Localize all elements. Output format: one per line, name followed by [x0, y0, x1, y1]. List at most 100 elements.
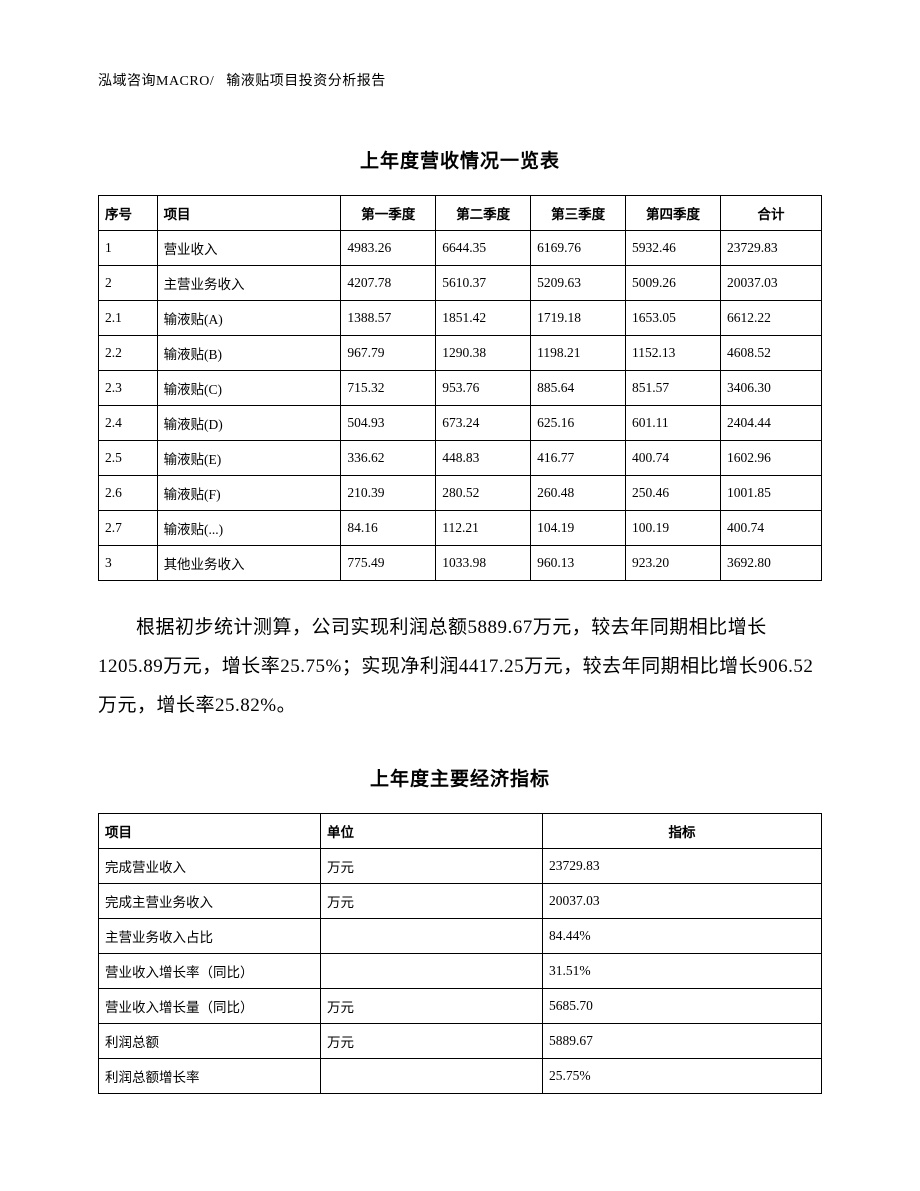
table-cell: 输液贴(E) [157, 441, 341, 476]
col-q2: 第二季度 [436, 196, 531, 231]
table-cell: 100.19 [626, 511, 721, 546]
table-row: 2主营业务收入4207.785610.375209.635009.2620037… [99, 266, 822, 301]
header-left: 泓域咨询MACRO/ [98, 74, 214, 89]
indicator-table: 项目 单位 指标 完成营业收入万元23729.83完成主营业务收入万元20037… [98, 813, 822, 1094]
table-cell: 利润总额 [99, 1023, 321, 1058]
table-cell: 1 [99, 231, 158, 266]
table-row: 1营业收入4983.266644.356169.765932.4623729.8… [99, 231, 822, 266]
table-cell: 336.62 [341, 441, 436, 476]
revenue-table: 序号 项目 第一季度 第二季度 第三季度 第四季度 合计 1营业收入4983.2… [98, 195, 822, 581]
table-cell: 5889.67 [543, 1023, 822, 1058]
table-cell: 5610.37 [436, 266, 531, 301]
table-cell: 4608.52 [720, 336, 821, 371]
table-cell: 输液贴(F) [157, 476, 341, 511]
table-cell [321, 918, 543, 953]
table-cell: 5209.63 [531, 266, 626, 301]
table-cell: 2.4 [99, 406, 158, 441]
table-cell: 2.1 [99, 301, 158, 336]
table-cell: 23729.83 [543, 848, 822, 883]
table-cell: 6612.22 [720, 301, 821, 336]
table-row: 营业收入增长率（同比）31.51% [99, 953, 822, 988]
table-cell: 20037.03 [543, 883, 822, 918]
table-cell: 104.19 [531, 511, 626, 546]
table-cell: 1033.98 [436, 546, 531, 581]
table-cell: 营业收入 [157, 231, 341, 266]
table-cell: 2.7 [99, 511, 158, 546]
table-cell: 2.5 [99, 441, 158, 476]
table-cell: 5685.70 [543, 988, 822, 1023]
table-row: 2.7输液贴(...)84.16112.21104.19100.19400.74 [99, 511, 822, 546]
table-cell: 2404.44 [720, 406, 821, 441]
table-cell: 504.93 [341, 406, 436, 441]
table-cell: 6644.35 [436, 231, 531, 266]
table-cell: 其他业务收入 [157, 546, 341, 581]
table-row: 2.1输液贴(A)1388.571851.421719.181653.05661… [99, 301, 822, 336]
col-q3: 第三季度 [531, 196, 626, 231]
table-cell: 416.77 [531, 441, 626, 476]
table-row: 3其他业务收入775.491033.98960.13923.203692.80 [99, 546, 822, 581]
table2-title: 上年度主要经济指标 [98, 764, 822, 791]
table-row: 2.2输液贴(B)967.791290.381198.211152.134608… [99, 336, 822, 371]
table-header-row: 序号 项目 第一季度 第二季度 第三季度 第四季度 合计 [99, 196, 822, 231]
table-cell: 210.39 [341, 476, 436, 511]
col-item: 项目 [157, 196, 341, 231]
page: 泓域咨询MACRO/ 输液贴项目投资分析报告 上年度营收情况一览表 序号 项目 … [0, 0, 920, 1191]
table-cell: 280.52 [436, 476, 531, 511]
table-cell: 400.74 [720, 511, 821, 546]
table-row: 2.6输液贴(F)210.39280.52260.48250.461001.85 [99, 476, 822, 511]
table-cell: 营业收入增长率（同比） [99, 953, 321, 988]
table-cell: 601.11 [626, 406, 721, 441]
table-cell: 4207.78 [341, 266, 436, 301]
table-row: 2.3输液贴(C)715.32953.76885.64851.573406.30 [99, 371, 822, 406]
table-cell: 2.6 [99, 476, 158, 511]
table-row: 利润总额万元5889.67 [99, 1023, 822, 1058]
table-cell: 输液贴(A) [157, 301, 341, 336]
table-cell: 输液贴(C) [157, 371, 341, 406]
table-cell: 输液贴(B) [157, 336, 341, 371]
table-cell: 967.79 [341, 336, 436, 371]
table-cell: 84.44% [543, 918, 822, 953]
table-cell: 2 [99, 266, 158, 301]
table-cell: 953.76 [436, 371, 531, 406]
table-cell: 1851.42 [436, 301, 531, 336]
table-cell: 775.49 [341, 546, 436, 581]
col-q1: 第一季度 [341, 196, 436, 231]
table-row: 2.4输液贴(D)504.93673.24625.16601.112404.44 [99, 406, 822, 441]
table-cell: 1152.13 [626, 336, 721, 371]
table-cell: 完成主营业务收入 [99, 883, 321, 918]
table-cell: 1198.21 [531, 336, 626, 371]
table-cell: 2.2 [99, 336, 158, 371]
table-cell: 112.21 [436, 511, 531, 546]
table-cell: 主营业务收入 [157, 266, 341, 301]
table-cell: 输液贴(D) [157, 406, 341, 441]
table-cell [321, 1058, 543, 1093]
table-cell: 6169.76 [531, 231, 626, 266]
col-seq: 序号 [99, 196, 158, 231]
table-row: 主营业务收入占比 84.44% [99, 918, 822, 953]
table-cell: 625.16 [531, 406, 626, 441]
table-cell: 万元 [321, 988, 543, 1023]
table-cell: 主营业务收入占比 [99, 918, 321, 953]
table-row: 2.5输液贴(E)336.62448.83416.77400.741602.96 [99, 441, 822, 476]
col-value: 指标 [543, 813, 822, 848]
table-cell: 输液贴(...) [157, 511, 341, 546]
table-cell: 673.24 [436, 406, 531, 441]
table-cell: 3 [99, 546, 158, 581]
table-cell: 万元 [321, 883, 543, 918]
table-row: 营业收入增长量（同比）万元5685.70 [99, 988, 822, 1023]
header-right: 输液贴项目投资分析报告 [226, 74, 386, 89]
table-cell: 84.16 [341, 511, 436, 546]
table-cell: 3692.80 [720, 546, 821, 581]
table-cell: 4983.26 [341, 231, 436, 266]
table-row: 利润总额增长率25.75% [99, 1058, 822, 1093]
col-q4: 第四季度 [626, 196, 721, 231]
table-cell: 885.64 [531, 371, 626, 406]
table-cell: 250.46 [626, 476, 721, 511]
col-total: 合计 [720, 196, 821, 231]
table-cell: 营业收入增长量（同比） [99, 988, 321, 1023]
col-item: 项目 [99, 813, 321, 848]
table1-title: 上年度营收情况一览表 [98, 146, 822, 173]
table-cell: 3406.30 [720, 371, 821, 406]
col-unit: 单位 [321, 813, 543, 848]
table-cell: 923.20 [626, 546, 721, 581]
